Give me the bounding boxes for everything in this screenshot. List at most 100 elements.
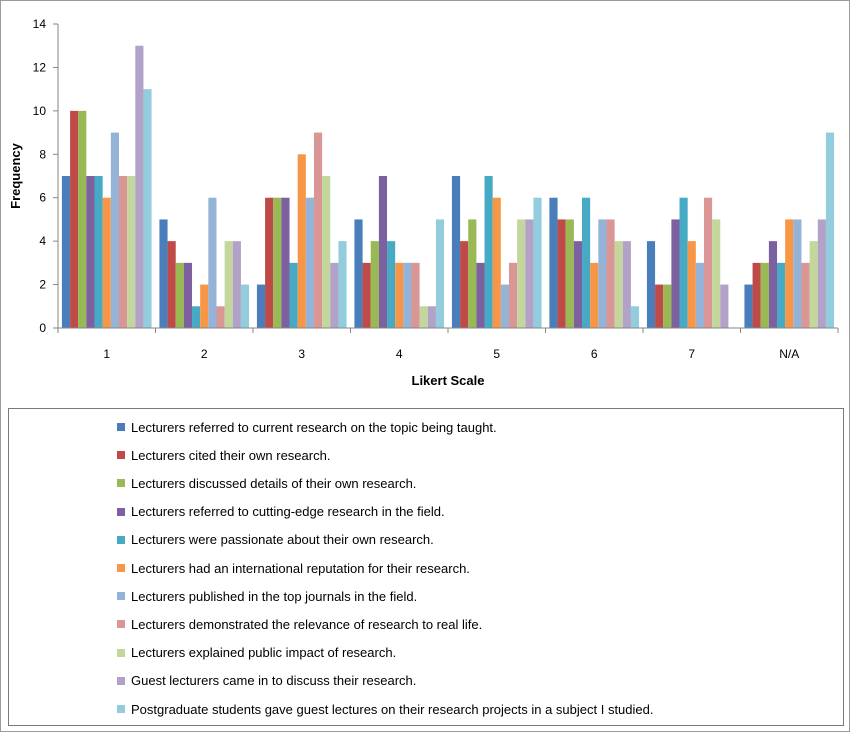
bar [549, 197, 558, 328]
legend-label: Lecturers published in the top journals … [131, 588, 418, 604]
bar [403, 262, 412, 328]
legend-label: Lecturers referred to cutting-edge resea… [131, 504, 445, 520]
bar [200, 284, 209, 328]
legend-swatch [117, 620, 125, 629]
legend-swatch [117, 451, 125, 460]
bar [752, 262, 761, 328]
bar [468, 219, 477, 328]
bar [793, 219, 802, 328]
legend-item: Lecturers were passionate about their ow… [117, 530, 434, 550]
bar [427, 306, 436, 328]
bar [362, 262, 371, 328]
y-tick-label: 0 [39, 321, 46, 335]
bar [354, 219, 363, 328]
legend-swatch [117, 479, 125, 488]
bar [492, 197, 501, 328]
legend-item: Lecturers referred to current research o… [117, 417, 497, 437]
bar [801, 262, 810, 328]
bar [760, 262, 769, 328]
bar [167, 241, 176, 328]
bar [289, 262, 298, 328]
bar [777, 262, 786, 328]
bar [135, 45, 144, 329]
bar [525, 219, 534, 328]
bar [192, 306, 201, 328]
y-tick-label: 4 [39, 234, 46, 248]
bar [582, 197, 591, 328]
legend-label: Postgraduate students gave guest lecture… [131, 701, 654, 717]
bar [273, 197, 282, 328]
y-axis-title: Frequency [8, 142, 23, 209]
legend-label: Guest lecturers came in to discuss their… [131, 673, 417, 689]
bar [94, 176, 103, 328]
legend-swatch [117, 423, 125, 431]
x-tick-label: 1 [103, 347, 110, 361]
bar [533, 197, 542, 328]
bar [322, 176, 331, 328]
bar [224, 241, 233, 328]
legend-item: Lecturers explained public impact of res… [117, 643, 396, 663]
x-tick-label: 5 [493, 347, 500, 361]
x-tick-label: 6 [591, 347, 598, 361]
bar [102, 197, 111, 328]
x-tick-label: 7 [688, 347, 695, 361]
x-tick-label: 4 [396, 347, 403, 361]
bar [517, 219, 526, 328]
y-tick-label: 2 [39, 278, 46, 292]
y-tick-label: 8 [39, 147, 46, 161]
bar [183, 262, 193, 328]
bar [86, 176, 95, 328]
bar [305, 197, 314, 328]
legend-item: Guest lecturers came in to discuss their… [117, 671, 416, 691]
bar [703, 197, 713, 328]
bar [476, 262, 485, 328]
bar [768, 241, 778, 328]
bar [61, 176, 71, 328]
bar [240, 284, 250, 328]
legend-swatch [117, 592, 125, 601]
legend-item: Lecturers had an international reputatio… [117, 558, 470, 578]
legend-label: Lecturers discussed details of their own… [131, 475, 417, 491]
bar [712, 219, 721, 328]
bar [630, 306, 640, 328]
legend-item: Lecturers referred to cutting-edge resea… [117, 502, 445, 522]
bar [687, 241, 696, 328]
bar [435, 219, 445, 328]
bar [590, 262, 599, 328]
bar [817, 219, 826, 328]
legend-label: Lecturers demonstrated the relevance of … [131, 616, 483, 632]
bar [695, 262, 704, 328]
legend-item: Lecturers cited their own research. [117, 445, 330, 465]
legend-swatch [117, 507, 125, 516]
bar [744, 284, 753, 328]
legend-item: Postgraduate students gave guest lecture… [117, 699, 653, 719]
legend-label: Lecturers had an international reputatio… [131, 560, 470, 576]
bar [573, 241, 583, 328]
bar [175, 262, 184, 328]
bar [281, 197, 290, 328]
bars-group [61, 45, 835, 329]
bar [598, 219, 607, 328]
x-tick-label: N/A [779, 347, 799, 361]
y-axis-ticks: 0 2 4 6 8 10 12 14 [33, 17, 58, 335]
legend-item: Lecturers discussed details of their own… [117, 473, 416, 493]
legend-swatch [117, 676, 125, 685]
y-tick-label: 12 [33, 60, 47, 74]
bar [110, 132, 119, 328]
legend-swatch [117, 535, 125, 544]
bar [256, 284, 266, 328]
legend-swatch [117, 705, 125, 713]
legend-swatch [117, 564, 125, 572]
bar [825, 132, 835, 328]
bar [70, 110, 79, 328]
bar [646, 241, 656, 328]
legend-label: Lecturers referred to current research o… [131, 419, 497, 435]
y-tick-label: 6 [39, 191, 46, 205]
bar [460, 241, 469, 328]
x-tick-label: 2 [201, 347, 208, 361]
bar [809, 241, 818, 328]
bar [720, 284, 729, 328]
bar [484, 176, 493, 328]
x-tick-label: 3 [298, 347, 305, 361]
